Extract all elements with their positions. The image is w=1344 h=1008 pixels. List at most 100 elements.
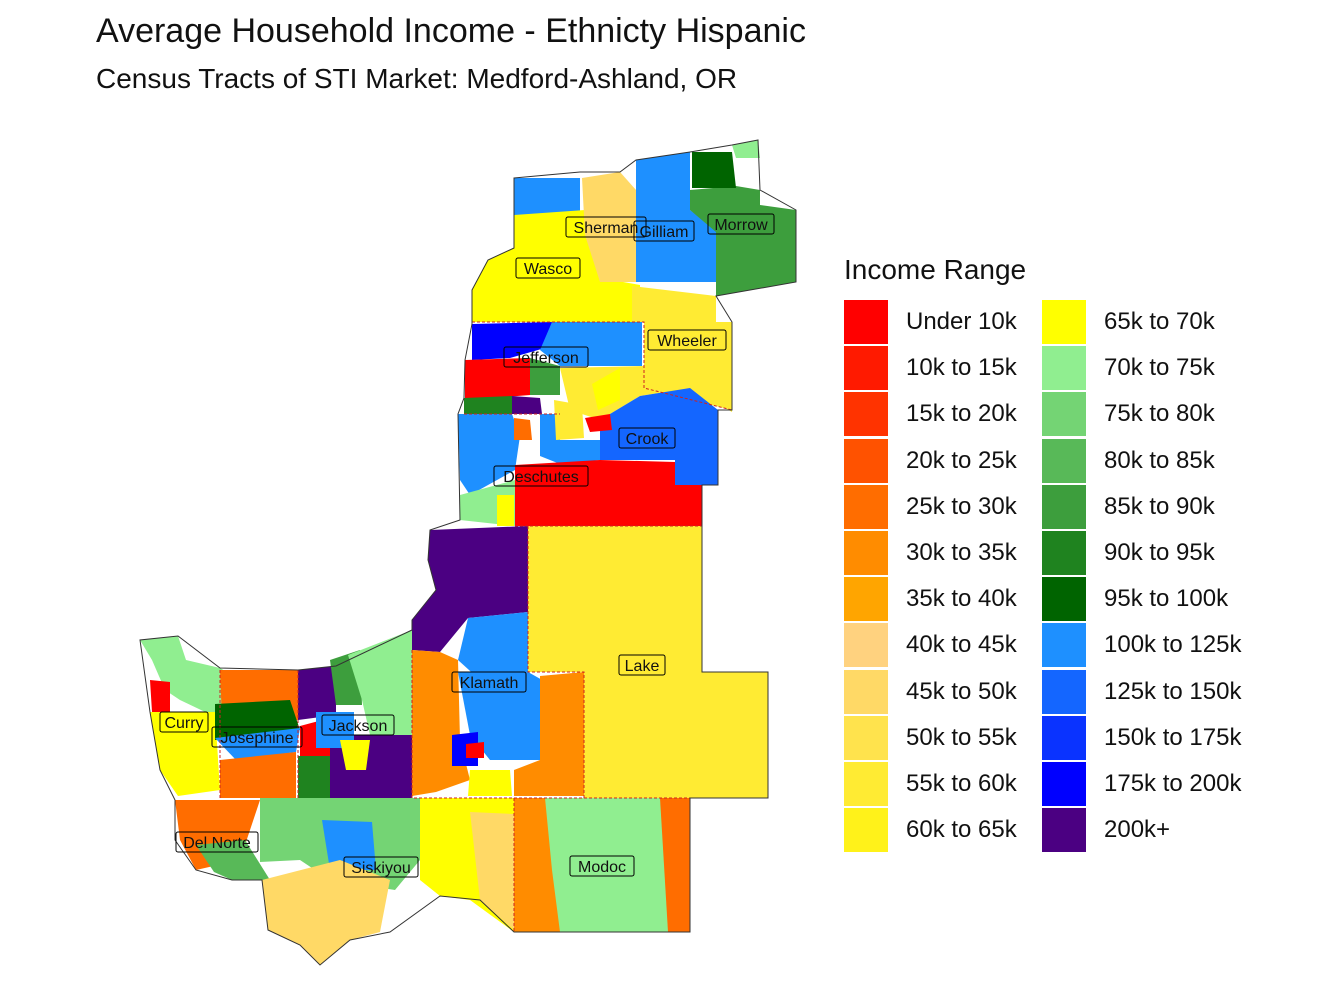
tract bbox=[196, 840, 270, 880]
legend-title: Income Range bbox=[844, 254, 1027, 285]
county-label-crook: Crook bbox=[618, 427, 676, 449]
county-name: Gilliam bbox=[640, 224, 689, 241]
county-label-morrow: Morrow bbox=[707, 213, 775, 235]
tract bbox=[140, 636, 240, 720]
tract bbox=[465, 358, 530, 400]
county-label-jackson: Jackson bbox=[321, 714, 395, 736]
county-name: Sherman bbox=[574, 220, 639, 237]
tract bbox=[632, 286, 732, 410]
legend-item: 85k to 90k bbox=[1042, 484, 1252, 531]
legend-label: 25k to 30k bbox=[906, 492, 1017, 520]
tract bbox=[348, 630, 412, 735]
legend-label: 15k to 20k bbox=[906, 400, 1017, 428]
county-name: Deschutes bbox=[503, 469, 579, 486]
tract bbox=[298, 666, 336, 720]
legend-swatch bbox=[844, 715, 888, 760]
legend-item: 40k to 45k bbox=[844, 623, 1054, 669]
map-title: Average Household Income - Ethnicty Hisp… bbox=[96, 12, 806, 50]
legend-item: 95k to 100k bbox=[1042, 577, 1252, 623]
legend-item: 30k to 35k bbox=[844, 531, 1054, 577]
county-name: Del Norte bbox=[183, 835, 251, 852]
legend-item: 35k to 40k bbox=[844, 577, 1054, 623]
legend-item: 125k to 150k bbox=[1042, 669, 1252, 716]
choropleth-map: Sherman Gilliam Morrow Wasco Wheeler Jef… bbox=[139, 139, 797, 966]
legend-item: 70k to 75k bbox=[1042, 346, 1252, 392]
county-name: Wheeler bbox=[657, 333, 717, 350]
county-name: Jefferson bbox=[513, 350, 579, 367]
tract bbox=[458, 414, 520, 495]
legend-label: 200k+ bbox=[1104, 816, 1171, 844]
legend-item: 15k to 20k bbox=[844, 392, 1054, 438]
legend-label: 30k to 35k bbox=[906, 539, 1017, 566]
legend-item: 100k to 125k bbox=[1042, 623, 1252, 669]
legend-label: 10k to 15k bbox=[906, 354, 1017, 382]
legend-item: 60k to 65k bbox=[844, 808, 1054, 854]
tract bbox=[514, 418, 532, 440]
county-label-wheeler: Wheeler bbox=[647, 329, 727, 351]
legend-item: 20k to 25k bbox=[844, 438, 1054, 485]
tract bbox=[466, 742, 484, 758]
legend-label: 90k to 95k bbox=[1104, 539, 1215, 566]
region-outline bbox=[139, 139, 797, 966]
legend-label: 20k to 25k bbox=[906, 446, 1017, 474]
county-name: Klamath bbox=[460, 675, 519, 692]
tract bbox=[316, 712, 354, 748]
tract bbox=[592, 368, 620, 410]
legend-item: 10k to 15k bbox=[844, 346, 1054, 392]
tract bbox=[540, 322, 642, 366]
legend-label: 125k to 150k bbox=[1104, 677, 1242, 705]
legend-swatch bbox=[844, 392, 888, 437]
county-label-siskiyou: Siskiyou bbox=[343, 856, 419, 878]
legend-swatch bbox=[1042, 531, 1086, 575]
legend-label: 45k to 50k bbox=[906, 677, 1017, 705]
tract bbox=[340, 740, 370, 770]
legend-swatch bbox=[1042, 484, 1086, 529]
tract bbox=[220, 752, 296, 798]
tract bbox=[554, 400, 584, 440]
tract bbox=[585, 414, 612, 432]
tract bbox=[150, 680, 170, 712]
map-subtitle: Census Tracts of STI Market: Medford-Ash… bbox=[96, 63, 738, 94]
tract bbox=[497, 495, 514, 526]
tract bbox=[458, 612, 528, 680]
tract bbox=[660, 798, 690, 932]
tract bbox=[514, 798, 560, 932]
legend-item: 80k to 85k bbox=[1042, 438, 1252, 485]
legend-swatch bbox=[844, 669, 888, 714]
legend-label: 60k to 65k bbox=[906, 816, 1017, 844]
tract bbox=[692, 152, 736, 188]
tract bbox=[515, 460, 702, 526]
legend-swatch bbox=[1042, 623, 1086, 668]
tract bbox=[150, 712, 220, 796]
legend-swatch bbox=[1042, 577, 1086, 622]
county-label-gilliam: Gilliam bbox=[633, 220, 695, 242]
legend-swatch bbox=[844, 346, 888, 391]
tract bbox=[512, 396, 542, 414]
legend-swatch bbox=[844, 531, 888, 575]
legend-swatch bbox=[1042, 669, 1086, 714]
county-label-wasco: Wasco bbox=[515, 257, 581, 279]
legend-swatch bbox=[1042, 392, 1086, 437]
tract bbox=[600, 388, 718, 485]
county-label-del-norte: Del Norte bbox=[175, 831, 259, 853]
legend-label: 75k to 80k bbox=[1104, 400, 1215, 428]
county-name: Wasco bbox=[524, 261, 572, 278]
tract bbox=[262, 860, 390, 965]
county-name: Siskiyou bbox=[351, 860, 411, 877]
tract bbox=[514, 798, 690, 932]
legend-item: 50k to 55k bbox=[844, 715, 1054, 762]
tract bbox=[582, 172, 636, 282]
legend-label: 175k to 200k bbox=[1104, 770, 1242, 797]
legend-swatch bbox=[1042, 438, 1086, 483]
county-label-sherman: Sherman bbox=[565, 216, 647, 238]
county-label-lake: Lake bbox=[618, 654, 666, 676]
county-label-klamath: Klamath bbox=[451, 671, 527, 693]
legend-item: 90k to 95k bbox=[1042, 531, 1252, 577]
legend-item: 55k to 60k bbox=[844, 762, 1054, 808]
tract bbox=[412, 526, 528, 652]
legend-label: 70k to 75k bbox=[1104, 354, 1215, 382]
legend-item: 200k+ bbox=[1042, 808, 1252, 854]
tract bbox=[528, 526, 768, 798]
tract bbox=[732, 140, 760, 158]
legend-swatch bbox=[844, 623, 888, 668]
